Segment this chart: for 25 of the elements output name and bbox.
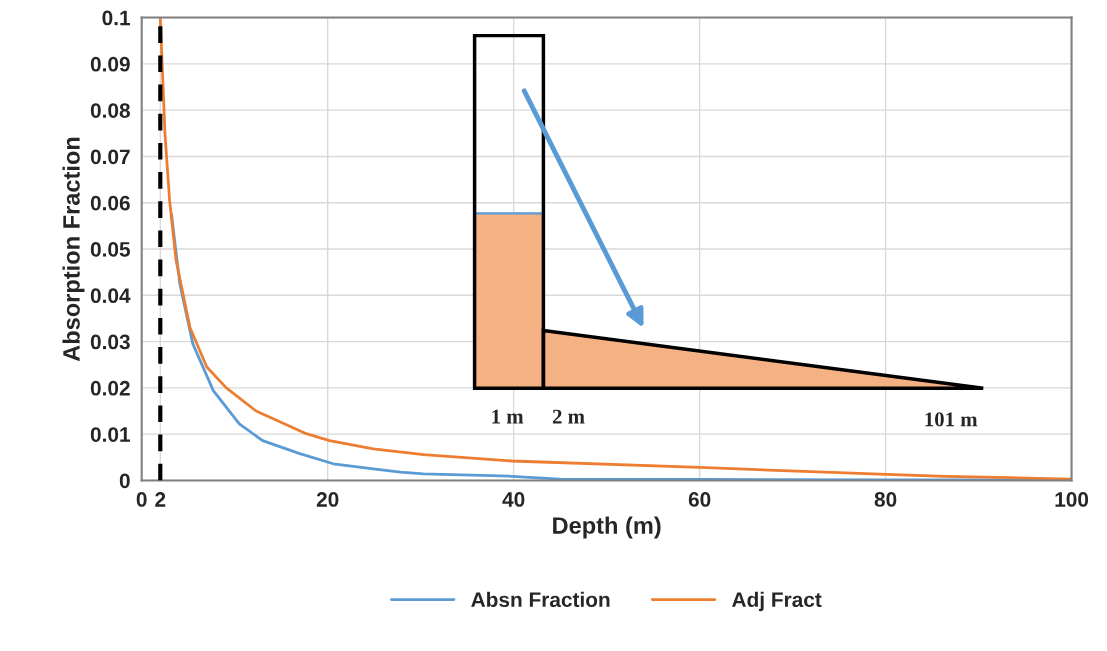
legend-label: Absn Fraction (471, 591, 610, 608)
y-tick-label: 0.02 (90, 380, 130, 396)
annotation: 101 m (925, 412, 978, 427)
y-axis-title: Absorption Fraction (62, 137, 85, 362)
y-tick-label: 0.03 (90, 334, 130, 350)
y-tick-label: 0 (119, 473, 130, 489)
y-tick-label: 0.1 (102, 10, 131, 26)
x-tick-label: 60 (688, 492, 711, 507)
y-tick-label: 0.06 (90, 195, 130, 211)
x-axis-title: Depth (m) (553, 516, 661, 539)
legend-label: Adj Fract (732, 591, 822, 612)
annotation: 2 m (552, 409, 585, 424)
annotation: 1 m (492, 409, 524, 424)
x-tick-label: 40 (502, 492, 525, 507)
y-tick-label: 0.07 (90, 149, 130, 165)
x-tick-label: 20 (316, 492, 339, 507)
y-tick-label: 0.01 (90, 427, 131, 442)
x-tick-label: 80 (874, 492, 897, 507)
y-tick-label: 0.08 (90, 103, 130, 118)
y-tick-label: 0.04 (90, 288, 131, 304)
y-tick-label: 0.05 (90, 242, 131, 257)
x-tick-label: 2 (155, 492, 166, 507)
x-tick-label: 0 (136, 492, 147, 507)
y-tick-label: 0.09 (90, 56, 130, 72)
x-tick-label: 100 (1055, 492, 1089, 507)
